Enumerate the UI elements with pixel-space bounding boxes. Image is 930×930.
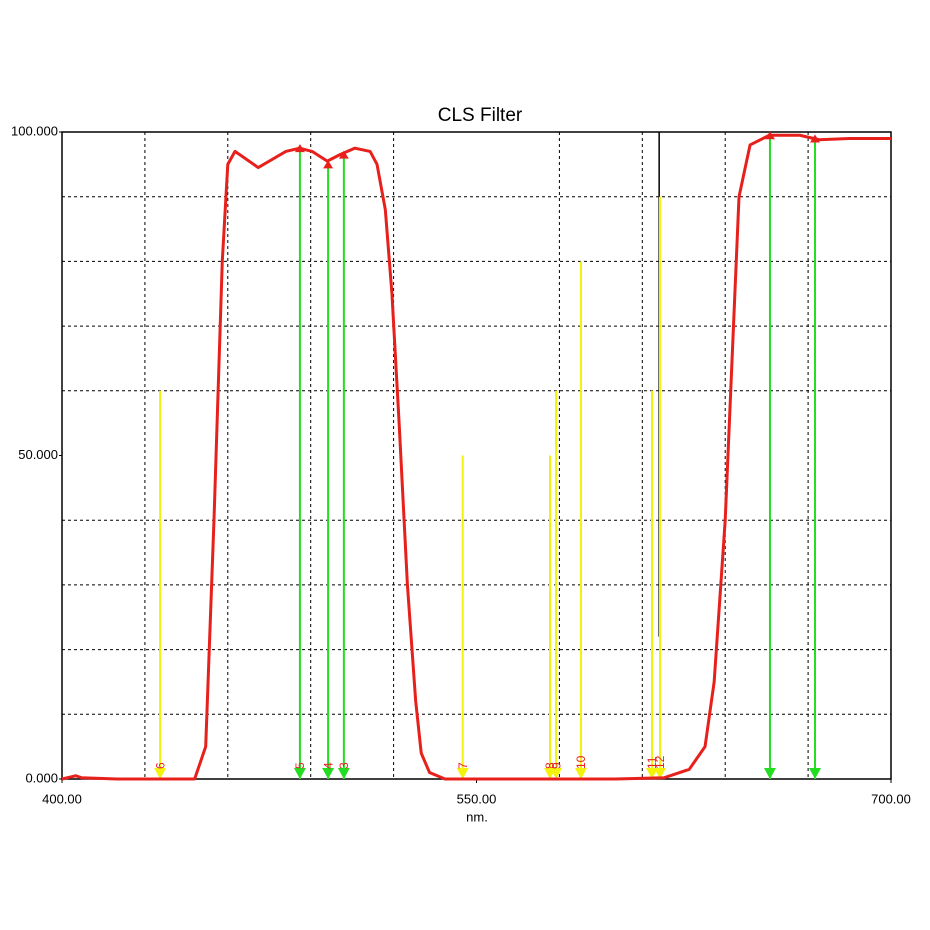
marker-label: 6 [153,762,167,769]
marker-label: 11 [645,756,659,769]
marker-head [323,160,334,169]
marker-label: 7 [456,762,470,769]
marker-arrow [763,768,776,779]
y-tick-label: 100.000 [11,123,58,138]
marker-label: 10 [574,755,588,769]
marker-arrow [809,768,822,779]
x-tick-label: 700.00 [871,791,911,806]
x-tick-label: 400.00 [42,791,82,806]
marker-arrow [322,768,335,779]
y-tick-label: 0.000 [25,770,58,785]
plot-frame [61,131,892,780]
marker-label: 5 [293,762,307,769]
x-axis-label: nm. [466,809,488,824]
marker-arrow [456,768,469,779]
marker-arrow [154,768,167,779]
marker-arrow [653,768,666,779]
x-tick-label: 550.00 [457,791,497,806]
marker-head [294,144,305,153]
data-line [61,133,891,781]
marker-label: 9 [549,762,563,769]
marker-arrow [293,768,306,779]
marker-arrow [645,768,658,779]
marker-head [338,150,349,159]
marker-head [764,131,775,140]
marker-arrow [337,768,350,779]
marker-label: 4 [321,762,335,769]
marker-arrow [574,768,587,779]
marker-label: 8 [543,762,557,769]
marker-head [810,134,821,143]
marker-arrow [550,768,563,779]
marker-label: 3 [337,762,351,769]
chart-title: CLS Filter [438,105,523,126]
y-tick-label: 50.000 [18,447,58,462]
marker-label: 12 [653,755,667,769]
